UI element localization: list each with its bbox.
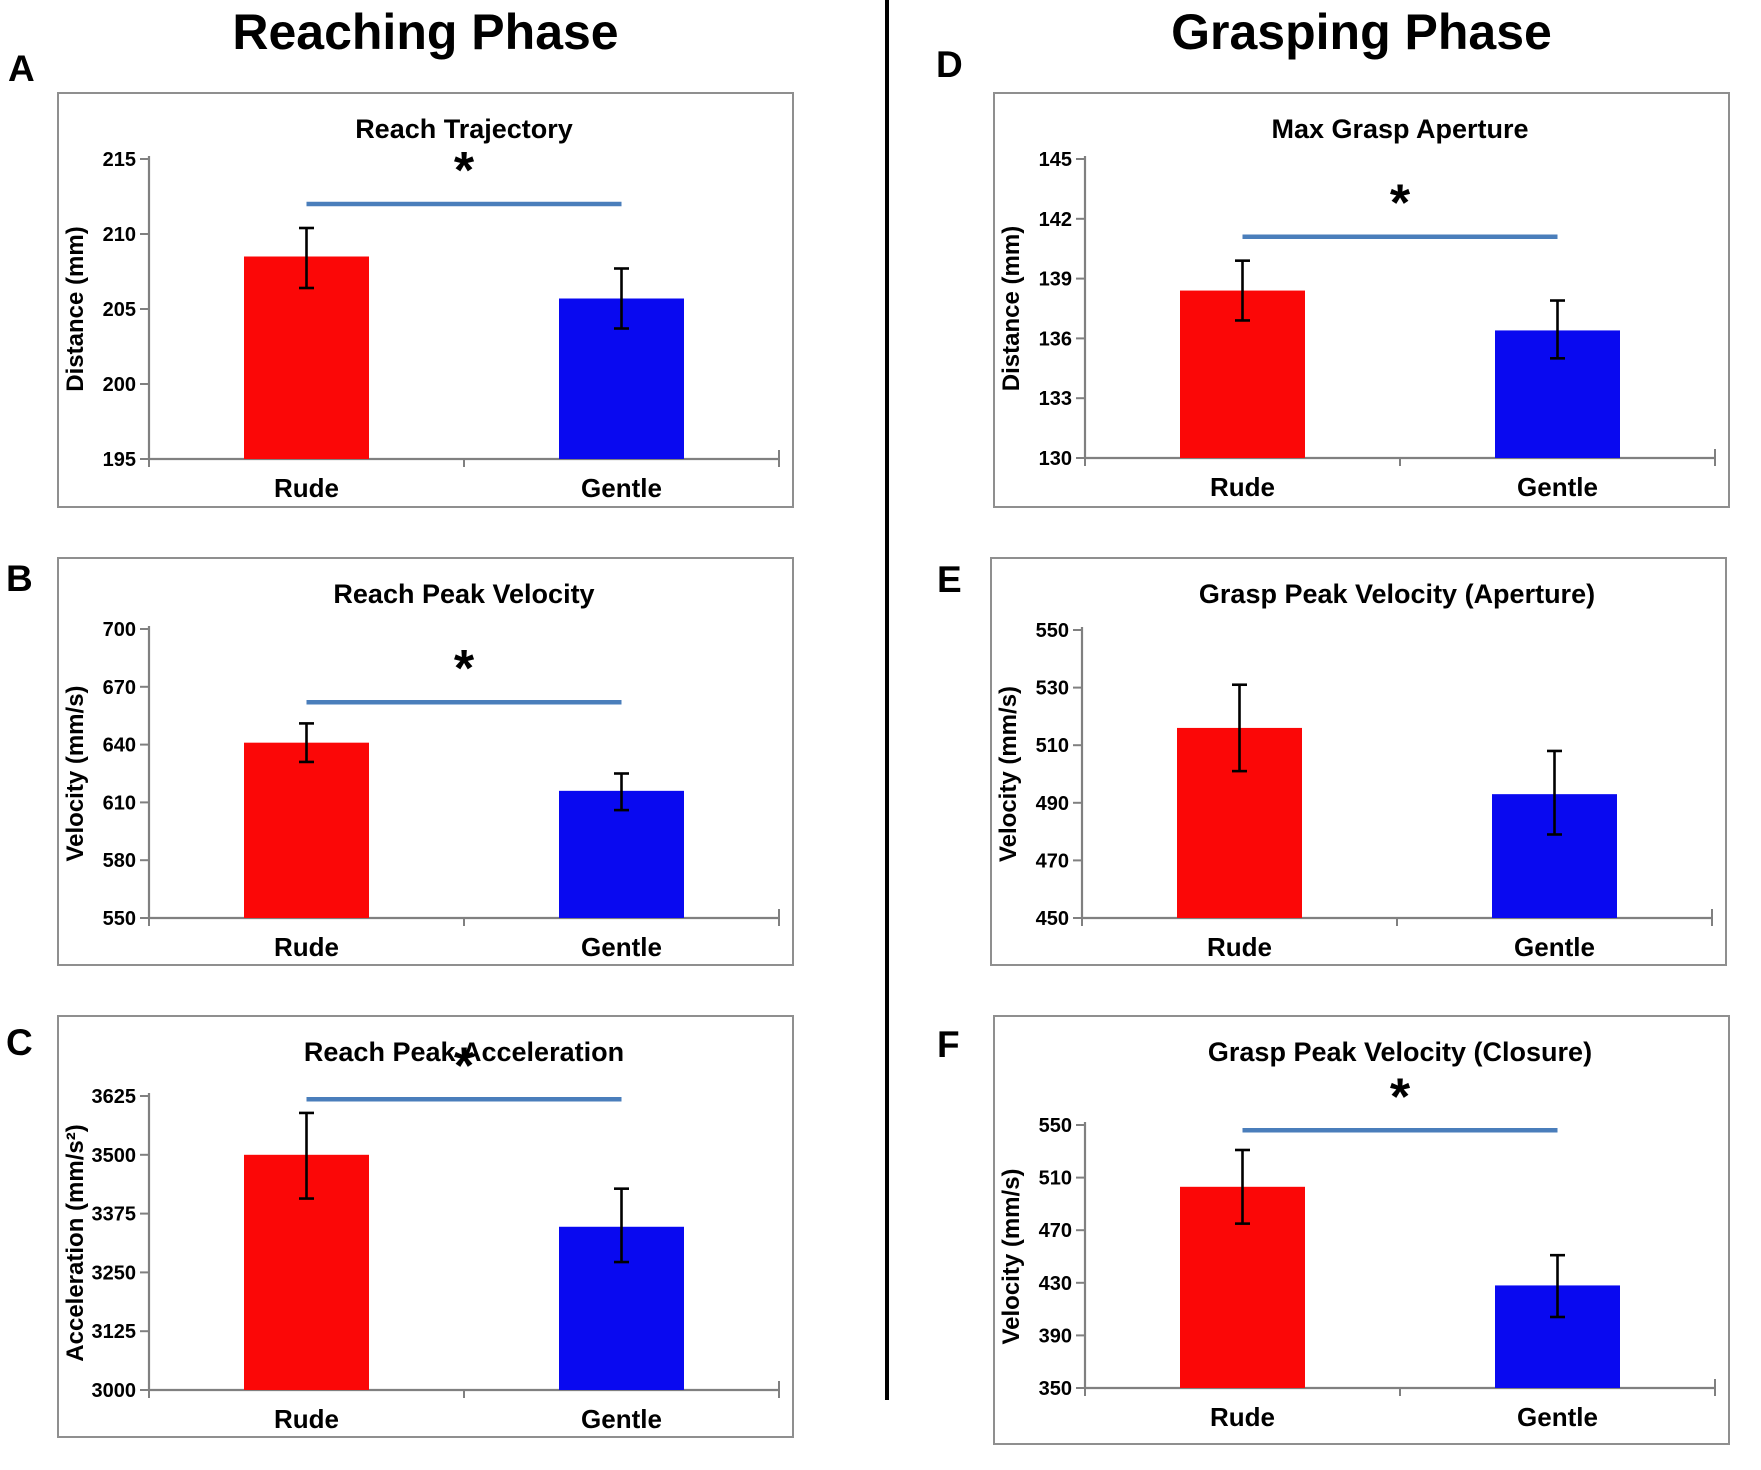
bar-rude xyxy=(244,256,369,459)
category-label: Gentle xyxy=(581,1404,662,1434)
column-divider xyxy=(885,0,889,1400)
significance-asterisk: * xyxy=(454,640,475,698)
y-tick-label: 130 xyxy=(1039,448,1072,470)
y-tick-label: 390 xyxy=(1039,1325,1072,1347)
category-label: Rude xyxy=(1210,1402,1275,1432)
chart-title: Grasp Peak Velocity (Aperture) xyxy=(1198,579,1596,609)
significance-asterisk: * xyxy=(454,1037,475,1095)
y-axis-title: Velocity (mm/s) xyxy=(998,1168,1025,1344)
significance-asterisk: * xyxy=(1390,1068,1411,1126)
panel-reach-peak-velocity: Reach Peak Velocity 550 580 610 640 670 700 Ru… xyxy=(57,557,794,966)
bar-rude xyxy=(244,742,369,918)
panel-letter-e: E xyxy=(937,559,962,600)
chart-canvas-reach-peak-velocity: 550 580 610 640 670 700 Rude Gentle * Velocity (m… xyxy=(62,619,780,962)
bar-gentle xyxy=(559,790,684,918)
y-tick-label: 136 xyxy=(1039,328,1072,350)
chart-canvas-grasp-peak-velocity-closure: 350 390 430 470 510 550 Rude Gentle * Velocity (m… xyxy=(998,1068,1716,1432)
chart-title: Reach Peak Velocity xyxy=(333,579,595,609)
panel-reach-peak-acceleration: Reach Peak Acceleration 3000 3125 3250 3375… xyxy=(57,1015,794,1438)
y-tick-label: 430 xyxy=(1039,1273,1072,1295)
category-label: Rude xyxy=(1210,472,1275,502)
panel-reach-trajectory: Reach Trajectory 195 200 205 210 215 Rude Gent… xyxy=(57,92,794,508)
category-label: Gentle xyxy=(1517,1402,1598,1432)
chart-title: Reach Trajectory xyxy=(355,114,573,144)
category-label: Rude xyxy=(274,473,339,503)
panel-grasp-peak-velocity-closure: Grasp Peak Velocity (Closure) 350 390 430 4… xyxy=(993,1015,1730,1445)
category-label: Rude xyxy=(274,932,339,962)
y-tick-label: 350 xyxy=(1039,1378,1072,1400)
category-label: Rude xyxy=(274,1404,339,1434)
chart-title: Grasp Peak Velocity (Closure) xyxy=(1207,1037,1593,1067)
category-label: Gentle xyxy=(581,473,662,503)
y-tick-label: 205 xyxy=(103,299,136,321)
chart-canvas-max-grasp-aperture: 130 133 136 139 142 145 Rude Gentle * Distance (m… xyxy=(998,149,1716,502)
y-tick-label: 550 xyxy=(1036,620,1069,642)
category-label: Gentle xyxy=(581,932,662,962)
category-label: Gentle xyxy=(1517,472,1598,502)
y-tick-label: 3500 xyxy=(92,1145,137,1167)
y-tick-label: 210 xyxy=(103,224,136,246)
y-axis-title: Velocity (mm/s) xyxy=(62,685,89,861)
y-tick-label: 142 xyxy=(1039,209,1072,231)
y-axis-title: Distance (mm) xyxy=(998,226,1025,391)
y-tick-label: 530 xyxy=(1036,678,1069,700)
grasping-phase-header: Grasping Phase xyxy=(1171,4,1552,60)
y-tick-label: 550 xyxy=(1039,1115,1072,1137)
y-tick-label: 133 xyxy=(1039,388,1072,410)
y-tick-label: 640 xyxy=(103,735,136,757)
reaching-phase-header: Reaching Phase xyxy=(232,4,619,60)
y-tick-label: 670 xyxy=(103,677,136,699)
y-tick-label: 610 xyxy=(103,792,136,814)
y-tick-label: 3375 xyxy=(92,1204,137,1226)
y-tick-label: 215 xyxy=(103,149,136,171)
panel-grasp-peak-velocity-aperture: Grasp Peak Velocity (Aperture) 450 470 490… xyxy=(990,557,1727,966)
y-tick-label: 470 xyxy=(1036,850,1069,872)
y-axis-title: Velocity (mm/s) xyxy=(995,686,1022,862)
panel-max-grasp-aperture: Max Grasp Aperture 130 133 136 139 142 145 Rud… xyxy=(993,92,1730,508)
panel-letter-d: D xyxy=(936,44,963,85)
category-label: Rude xyxy=(1207,932,1272,962)
panel-letter-f: F xyxy=(937,1024,960,1065)
chart-canvas-reach-peak-acceleration: 3000 3125 3250 3375 3500 3625 Rude Gentle * Accel… xyxy=(62,1037,780,1434)
chart-canvas-reach-trajectory: 195 200 205 210 215 Rude Gentle * Distance (mm) xyxy=(62,142,780,503)
panel-letter-a: A xyxy=(8,48,35,89)
y-tick-label: 470 xyxy=(1039,1220,1072,1242)
significance-asterisk: * xyxy=(1390,175,1411,233)
y-tick-label: 510 xyxy=(1036,735,1069,757)
y-tick-label: 195 xyxy=(103,449,136,471)
significance-asterisk: * xyxy=(454,142,475,200)
y-axis-title: Acceleration (mm/s²) xyxy=(62,1124,89,1361)
panel-letter-b: B xyxy=(6,558,33,599)
y-tick-label: 700 xyxy=(103,619,136,641)
y-tick-label: 145 xyxy=(1039,149,1072,171)
y-tick-label: 580 xyxy=(103,850,136,872)
chart-title: Reach Peak Acceleration xyxy=(303,1037,625,1067)
y-tick-label: 450 xyxy=(1036,908,1069,930)
y-tick-label: 200 xyxy=(103,374,136,396)
y-tick-label: 3125 xyxy=(92,1321,137,1343)
y-tick-label: 3000 xyxy=(92,1380,137,1402)
y-tick-label: 510 xyxy=(1039,1168,1072,1190)
panel-letter-c: C xyxy=(6,1022,33,1063)
y-tick-label: 139 xyxy=(1039,269,1072,291)
y-tick-label: 490 xyxy=(1036,793,1069,815)
y-axis-title: Distance (mm) xyxy=(62,226,89,391)
y-tick-label: 550 xyxy=(103,908,136,930)
category-label: Gentle xyxy=(1514,932,1595,962)
chart-title: Max Grasp Aperture xyxy=(1271,114,1529,144)
chart-canvas-grasp-peak-velocity-aperture: 450 470 490 510 530 550 Rude Gentle Velocity (mm… xyxy=(995,620,1713,962)
y-tick-label: 3625 xyxy=(92,1086,137,1108)
y-tick-label: 3250 xyxy=(92,1262,137,1284)
